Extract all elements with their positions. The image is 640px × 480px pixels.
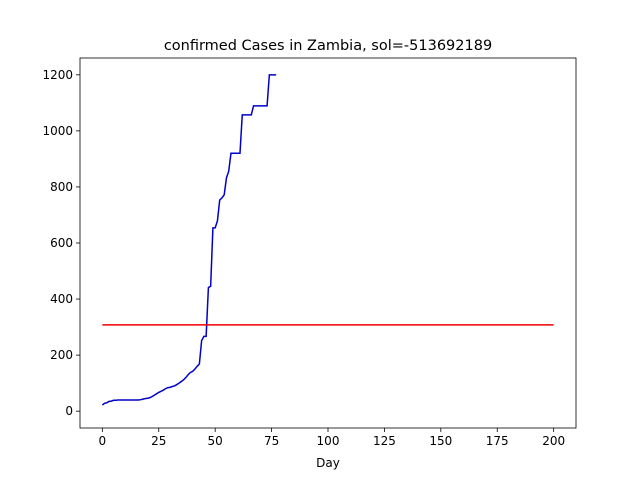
plot-area — [101, 74, 554, 406]
x-tick-label: 100 — [317, 434, 340, 448]
x-axis-label: Day — [316, 456, 340, 470]
x-tick-label: 25 — [151, 434, 166, 448]
y-tick-label: 1200 — [42, 68, 73, 82]
x-tick-label: 150 — [429, 434, 452, 448]
x-tick-label: 75 — [264, 434, 279, 448]
x-tick-label: 0 — [99, 434, 107, 448]
y-tick-label: 400 — [50, 292, 73, 306]
y-tick-label: 200 — [50, 348, 73, 362]
y-tick-label: 600 — [50, 236, 73, 250]
y-tick-label: 0 — [65, 404, 73, 418]
x-tick-label: 200 — [542, 434, 565, 448]
axis-ticks: 0 25 50 75 100 125 150 175 200 0 200 400 600 800 1000 1… — [42, 68, 565, 448]
x-tick-label: 175 — [486, 434, 509, 448]
chart-title: confirmed Cases in Zambia, sol=-51369218… — [164, 38, 492, 54]
x-tick-label: 125 — [373, 434, 396, 448]
x-tick-label: 50 — [208, 434, 223, 448]
y-tick-label: 800 — [50, 180, 73, 194]
series-line-0 — [101, 74, 277, 406]
y-tick-label: 1000 — [42, 124, 73, 138]
plot-frame — [79, 57, 577, 429]
